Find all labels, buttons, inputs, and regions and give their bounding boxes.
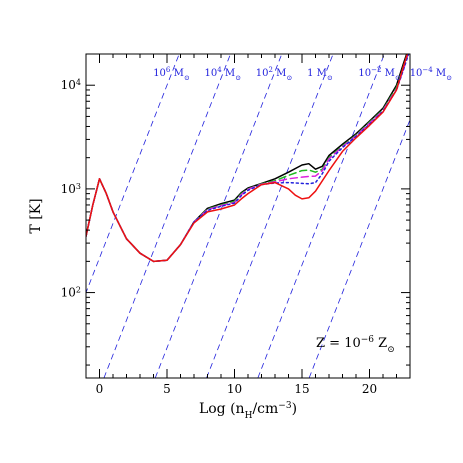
jeans-mass-lines bbox=[86, 54, 410, 378]
jeans-mass-label-0: 106 M⊙ bbox=[153, 66, 190, 82]
plot-frame bbox=[85, 53, 411, 379]
x-tick-labels: 0 5 10 15 20 bbox=[96, 382, 377, 396]
jeans-mass-label-1: 104 M⊙ bbox=[205, 66, 242, 82]
y-tick-label: 103 bbox=[61, 181, 81, 196]
x-axis-label: Log (nH/cm−3) bbox=[199, 401, 297, 421]
jeans-mass-label-5: 10−4 M⊙ bbox=[410, 66, 452, 82]
series-line-4 bbox=[86, 54, 409, 263]
x-tick-label: 15 bbox=[294, 382, 309, 396]
y-tick-labels: 102 103 104 bbox=[61, 78, 81, 300]
y-axis-label: T [K] bbox=[28, 198, 44, 233]
metallicity-annotation: Z = 10−6 Z⊙ bbox=[316, 335, 395, 355]
x-tick-label: 5 bbox=[163, 382, 171, 396]
x-tick-label: 10 bbox=[227, 382, 242, 396]
jeans-mass-label-4: 10−2 M⊙ bbox=[358, 66, 400, 82]
jeans-mass-line-0 bbox=[86, 54, 180, 294]
jeans-mass-line-5 bbox=[308, 118, 410, 378]
y-tick-label: 102 bbox=[61, 285, 81, 300]
x-tick-label: 0 bbox=[96, 382, 104, 396]
temperature-curves bbox=[86, 54, 410, 263]
jeans-mass-line-2 bbox=[154, 54, 283, 378]
y-tick-label: 104 bbox=[61, 78, 81, 93]
series-line-2 bbox=[86, 54, 409, 263]
series-line-3 bbox=[86, 54, 410, 263]
jeans-mass-line-4 bbox=[257, 54, 385, 378]
jeans-mass-line-1 bbox=[103, 54, 231, 378]
jeans-mass-line-3 bbox=[206, 54, 334, 378]
jeans-mass-labels: 106 M⊙ 104 M⊙ 102 M⊙ 1 M⊙ 10−2 M⊙ 10−4 M⊙ bbox=[153, 66, 452, 82]
jeans-mass-label-2: 102 M⊙ bbox=[256, 66, 293, 82]
jeans-mass-label-3: 1 M⊙ bbox=[307, 68, 333, 82]
x-tick-label: 20 bbox=[362, 382, 377, 396]
axis-ticks bbox=[86, 53, 410, 378]
